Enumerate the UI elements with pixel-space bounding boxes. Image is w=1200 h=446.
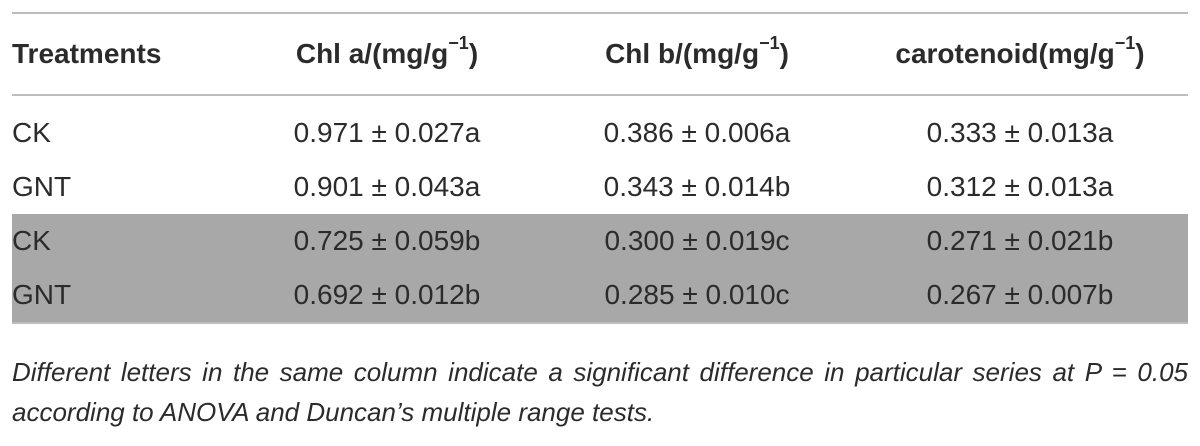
- header-cell: carotenoid(mg/g−1): [852, 13, 1188, 95]
- table-cell: 0.312 ± 0.013a: [926, 171, 1114, 202]
- table-cell: GNT: [12, 171, 72, 202]
- header-superscript: −1: [448, 33, 469, 53]
- header-text: Chl a/(mg/g: [295, 38, 449, 69]
- header-superscript: −1: [759, 33, 780, 53]
- header-text: Chl b/(mg/g: [605, 38, 760, 69]
- header-text: Treatments: [12, 38, 162, 69]
- table-cell: CK: [12, 214, 232, 268]
- table-row: CK 0.725 ± 0.059b 0.300 ± 0.019c 0.271 ± 0.…: [12, 214, 1188, 268]
- header-text-end: ): [468, 38, 479, 69]
- header-text: carotenoid(mg/g: [895, 38, 1115, 69]
- table-note: Different letters in the same column ind…: [12, 357, 1188, 427]
- table-row: GNT 0.901 ± 0.043a 0.343 ± 0.014b 0.312 ± 0…: [12, 160, 1188, 214]
- table-row: GNT 0.692 ± 0.012b 0.285 ± 0.010c 0.267 ± 0…: [12, 268, 1188, 323]
- data-table: Treatments Chl a/(mg/g−1) Chl b/(mg/g−1) ca…: [12, 12, 1188, 324]
- header-row: Treatments Chl a/(mg/g−1) Chl b/(mg/g−1) ca…: [12, 13, 1188, 95]
- header-cell: Treatments: [12, 13, 232, 95]
- table-cell: 0.267 ± 0.007b: [852, 268, 1188, 323]
- header-cell: Chl a/(mg/g−1): [232, 13, 542, 95]
- table-cell: 0.386 ± 0.006a: [603, 117, 791, 148]
- table-cell: 0.300 ± 0.019c: [542, 214, 852, 268]
- table-cell: 0.271 ± 0.021b: [852, 214, 1188, 268]
- table-cell: 0.971 ± 0.027a: [293, 117, 481, 148]
- table-header: Treatments Chl a/(mg/g−1) Chl b/(mg/g−1) ca…: [12, 13, 1188, 95]
- table-cell: 0.333 ± 0.013a: [926, 117, 1114, 148]
- table-cell: 0.285 ± 0.010c: [542, 268, 852, 323]
- table-cell: 0.901 ± 0.043a: [293, 171, 481, 202]
- table-cell: 0.692 ± 0.012b: [232, 268, 542, 323]
- header-cell: Chl b/(mg/g−1): [542, 13, 852, 95]
- table-row: CK 0.971 ± 0.027a 0.386 ± 0.006a 0.333 ± 0.…: [12, 95, 1188, 160]
- header-text-end: ): [1135, 38, 1145, 69]
- table-cell: 0.343 ± 0.014b: [603, 171, 791, 202]
- header-superscript: −1: [1114, 33, 1136, 53]
- table-cell: GNT: [12, 268, 232, 323]
- header-text-end: ): [779, 38, 789, 69]
- table-cell: 0.725 ± 0.059b: [232, 214, 542, 268]
- table-body: CK 0.971 ± 0.027a 0.386 ± 0.006a 0.333 ± 0.…: [12, 95, 1188, 323]
- table-cell: CK: [12, 117, 51, 148]
